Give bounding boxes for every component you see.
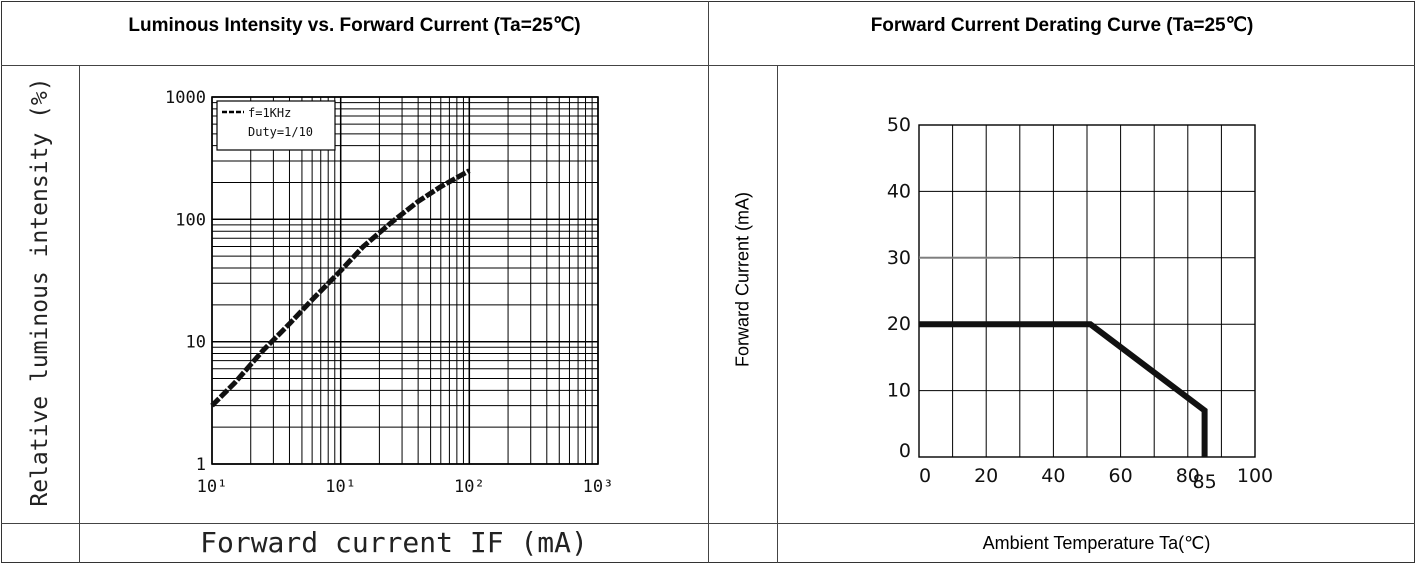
y-tick-label: 20 [887,313,911,335]
x-tick-label: 10² [454,477,485,497]
y-tick-label: 10 [186,333,206,353]
left-chart: 1 10 100 1000 10¹ 10¹ 10² 10³ f=1KHz Duty=1/10 [165,88,614,497]
x-tick-label: 85 [1193,471,1217,493]
plot-border [211,96,599,465]
right-chart-title: Forward Current Derating Curve (Ta=25℃) [870,15,1254,36]
right-chart: 0 10 20 30 40 50 0 20 40 60 80 100 85 [887,114,1273,493]
y-tick-label: 40 [887,180,911,202]
series-line [919,321,1208,457]
x-tick-label: 40 [1041,465,1065,487]
legend-box [216,100,336,151]
left-ylabel-divider [79,66,80,563]
y-tick-label: 10 [887,380,911,402]
right-ylabel-divider [777,66,778,563]
x-tick-label: 10¹ [197,477,228,497]
x-tick-label: 60 [1109,465,1133,487]
left-x-axis-label: Forward current IF (mA) [200,526,588,559]
x-tick-label: 10³ [583,477,614,497]
series-line [210,168,471,408]
y-tick-label: 30 [887,247,911,269]
x-tick-label: 80 [1176,465,1200,487]
left-chart-title: Luminous Intensity vs. Forward Current (… [128,15,581,36]
x-tick-label: 10¹ [325,477,356,497]
panel-divider [708,1,709,563]
y-tick-label: 0 [899,440,911,462]
right-x-axis-label: Ambient Temperature Ta(℃) [982,533,1211,553]
y-tick-label: 1000 [165,88,206,108]
plot-border [918,124,1256,458]
legend-label: Duty=1/10 [248,125,313,139]
legend-label: f=1KHz [248,106,291,120]
x-tick-label: 20 [974,465,998,487]
y-tick-label: 100 [175,210,206,230]
legend: f=1KHz Duty=1/10 [216,100,336,151]
y-tick-label: 50 [887,114,911,136]
y-tick-label: 1 [196,455,206,475]
x-tick-label: 0 [919,465,931,487]
x-tick-label: 100 [1237,465,1273,487]
